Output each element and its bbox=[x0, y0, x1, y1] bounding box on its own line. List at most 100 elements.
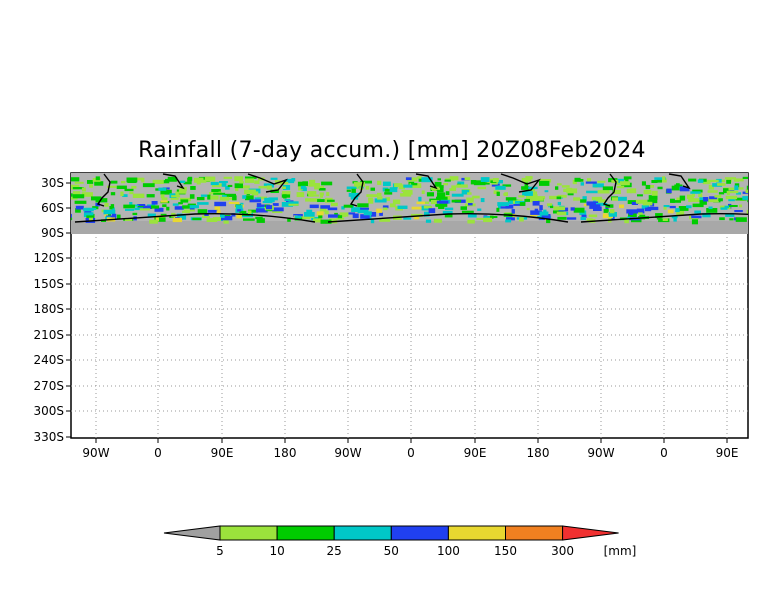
rain-cell bbox=[235, 187, 239, 192]
rain-cell bbox=[657, 186, 663, 190]
rain-cell bbox=[37, 199, 40, 204]
rain-cell bbox=[109, 206, 113, 210]
rain-cell bbox=[317, 199, 325, 202]
rain-cell bbox=[671, 200, 681, 203]
rain-cell bbox=[654, 177, 666, 180]
rain-cell bbox=[397, 205, 408, 209]
rain-cell bbox=[370, 212, 377, 217]
rain-cell bbox=[472, 195, 480, 199]
lon-label: 90E bbox=[716, 446, 739, 460]
rain-cell bbox=[213, 192, 226, 195]
legend-label: 300 bbox=[551, 544, 574, 558]
rain-cell bbox=[416, 201, 425, 205]
rain-cell bbox=[493, 190, 499, 194]
rain-cell bbox=[360, 214, 370, 219]
rain-cell bbox=[734, 179, 739, 182]
legend-label: 5 bbox=[216, 544, 224, 558]
rain-cell bbox=[16, 189, 23, 192]
map-title: Rainfall (7-day accum.) [mm] 20Z08Feb202… bbox=[138, 138, 646, 163]
rain-cell bbox=[74, 200, 87, 204]
rain-cell bbox=[259, 204, 269, 207]
rain-cell bbox=[432, 188, 437, 191]
rain-cell bbox=[29, 182, 35, 187]
rain-cell bbox=[530, 210, 542, 215]
rain-cell bbox=[561, 185, 570, 188]
rain-cell bbox=[172, 217, 182, 223]
rain-cell bbox=[544, 190, 549, 193]
rain-cell bbox=[383, 207, 388, 211]
rain-cell bbox=[284, 198, 291, 202]
rain-cell bbox=[498, 204, 502, 209]
rain-cell bbox=[596, 203, 608, 206]
rain-cell bbox=[111, 213, 117, 218]
rain-cell bbox=[348, 192, 360, 197]
rain-cell bbox=[207, 194, 211, 200]
legend-label: 100 bbox=[437, 544, 460, 558]
rain-cell bbox=[401, 190, 407, 192]
rain-cell bbox=[570, 207, 575, 211]
rain-cell bbox=[103, 209, 116, 215]
rain-cell bbox=[234, 176, 243, 182]
rain-cell bbox=[134, 207, 143, 211]
rain-cell bbox=[199, 177, 204, 182]
rain-cell bbox=[294, 215, 302, 219]
coastline bbox=[500, 173, 542, 193]
rain-cell bbox=[291, 178, 296, 182]
rain-cell bbox=[588, 214, 598, 218]
rain-cell bbox=[466, 197, 474, 203]
rain-cell bbox=[662, 218, 668, 221]
lat-label: 30S bbox=[41, 176, 64, 190]
rain-cell bbox=[723, 187, 736, 191]
antarctica-band bbox=[71, 221, 748, 234]
rain-cell bbox=[92, 206, 99, 210]
rain-cell bbox=[658, 178, 667, 183]
rain-cell bbox=[439, 185, 444, 188]
rain-cell bbox=[709, 196, 718, 200]
rain-cell bbox=[651, 180, 658, 183]
rain-cell bbox=[197, 209, 208, 214]
rain-cell bbox=[223, 219, 229, 224]
rain-cell bbox=[691, 219, 698, 225]
rain-cell bbox=[723, 188, 729, 194]
rain-cell bbox=[651, 190, 658, 196]
rain-cell bbox=[239, 210, 247, 214]
rain-cell bbox=[725, 213, 735, 217]
rain-cell bbox=[405, 177, 412, 181]
rain-cell bbox=[180, 215, 187, 220]
rain-cell bbox=[149, 219, 158, 224]
rain-cell bbox=[761, 189, 771, 193]
lon-label: 0 bbox=[154, 446, 162, 460]
rain-cell bbox=[218, 183, 223, 187]
rain-cell bbox=[266, 185, 272, 190]
lon-label: 90W bbox=[82, 446, 109, 460]
rain-cell bbox=[550, 205, 554, 209]
rain-cell bbox=[436, 196, 448, 202]
rain-cell bbox=[467, 213, 477, 218]
rain-cell bbox=[533, 191, 538, 195]
rain-cell bbox=[694, 198, 701, 202]
rain-cell bbox=[152, 179, 164, 184]
rain-cell bbox=[219, 181, 228, 184]
legend-bin bbox=[276, 525, 335, 541]
rain-cell bbox=[204, 176, 216, 182]
rain-cell bbox=[451, 185, 457, 191]
rain-cell bbox=[400, 193, 412, 197]
rain-cell bbox=[223, 176, 232, 179]
rain-cell bbox=[760, 203, 763, 205]
rain-cell bbox=[669, 205, 676, 209]
rain-cell bbox=[706, 208, 718, 213]
rain-cell bbox=[309, 204, 319, 209]
rain-cell bbox=[449, 176, 459, 181]
rain-cell bbox=[456, 184, 468, 188]
rain-cell bbox=[319, 206, 327, 212]
rain-cell bbox=[206, 218, 218, 222]
rain-cell bbox=[442, 210, 453, 214]
rain-cell bbox=[702, 180, 711, 185]
rain-cell bbox=[258, 185, 267, 189]
rain-cell bbox=[638, 212, 643, 215]
rain-cell bbox=[122, 194, 128, 197]
rain-cell bbox=[227, 184, 233, 187]
rain-cell bbox=[162, 204, 167, 207]
rain-cell bbox=[315, 184, 320, 189]
